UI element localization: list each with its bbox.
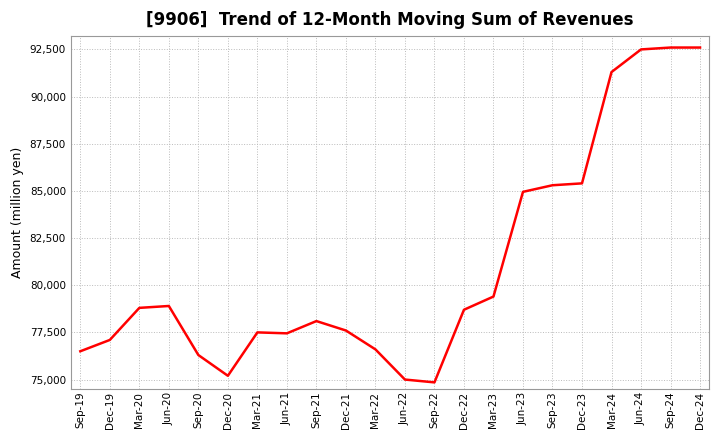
- Title: [9906]  Trend of 12-Month Moving Sum of Revenues: [9906] Trend of 12-Month Moving Sum of R…: [146, 11, 634, 29]
- Y-axis label: Amount (million yen): Amount (million yen): [11, 147, 24, 278]
